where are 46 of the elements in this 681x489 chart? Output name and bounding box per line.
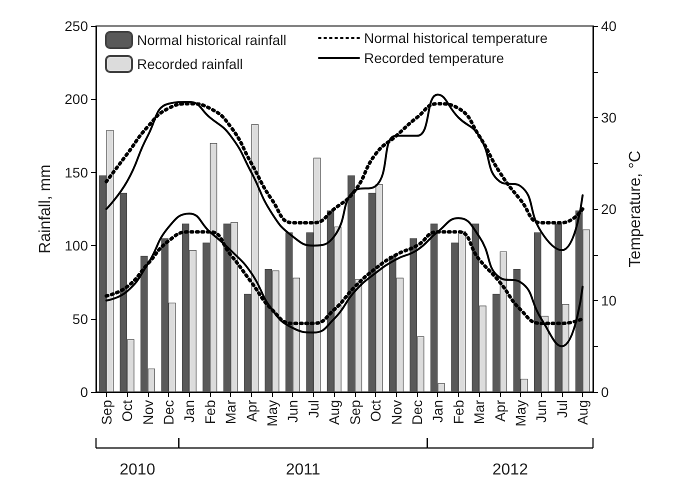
text: 2012 — [492, 462, 528, 478]
x-tick-label: Jul — [554, 400, 570, 418]
y2-tick-label: 20 — [601, 201, 617, 217]
x-tick-label: Sep — [98, 400, 114, 425]
y2-tick-label: 30 — [601, 110, 617, 126]
y-axis-title: Rainfall, mm — [37, 164, 54, 254]
text: 2011 — [286, 462, 320, 478]
x-tick-label: Jun — [284, 400, 301, 423]
x-tick-label: Sep — [346, 400, 363, 425]
legend-label: Recorded temperature — [364, 50, 504, 66]
y-tick-label: 200 — [64, 91, 88, 108]
y-tick-label: 50 — [72, 310, 88, 327]
x-tick-label: Apr — [492, 400, 508, 422]
x-tick-label: Oct — [119, 400, 136, 422]
y2-axis-title: Temperature, °C — [626, 150, 644, 268]
x-tick-label: May — [264, 400, 280, 426]
x-tick-label: Aug — [574, 400, 591, 425]
x-tick-label: Nov — [140, 400, 156, 425]
line-series — [105, 94, 584, 252]
x-tick-label: Dec — [160, 400, 176, 425]
x-tick-label: Mar — [471, 400, 488, 424]
y-tick-label: 100 — [64, 238, 88, 254]
y-tick-label: 150 — [64, 164, 88, 180]
y-tick-label: 0 — [80, 384, 88, 400]
x-tick-label: Apr — [243, 400, 260, 422]
x-tick-label: Mar — [222, 400, 239, 424]
x-tick-label: Jan — [181, 400, 198, 423]
y-tick-label: 250 — [64, 18, 88, 34]
legend-label: Recorded rainfall — [137, 56, 243, 72]
y2-tick-label: 10 — [601, 292, 617, 308]
x-tick-label: Jan — [430, 400, 446, 423]
x-tick-label: Oct — [368, 400, 384, 422]
x-tick-label: Feb — [202, 400, 218, 424]
x-tick-label: Dec — [408, 400, 425, 425]
text: 2010 — [120, 462, 156, 478]
x-tick-label: Nov — [388, 400, 404, 425]
line-series — [105, 212, 584, 348]
legend-label: Normal historical rainfall — [137, 32, 286, 48]
y2-tick-label: 0 — [601, 384, 609, 400]
x-tick-label: Jun — [533, 400, 550, 423]
x-tick-label: Feb — [450, 400, 466, 424]
legend-label: Normal historical temperature — [364, 30, 548, 46]
x-tick-label: May — [512, 400, 529, 426]
x-tick-label: Aug — [326, 400, 342, 425]
y2-tick-label: 40 — [601, 18, 617, 34]
x-tick-label: Jul — [305, 400, 322, 418]
